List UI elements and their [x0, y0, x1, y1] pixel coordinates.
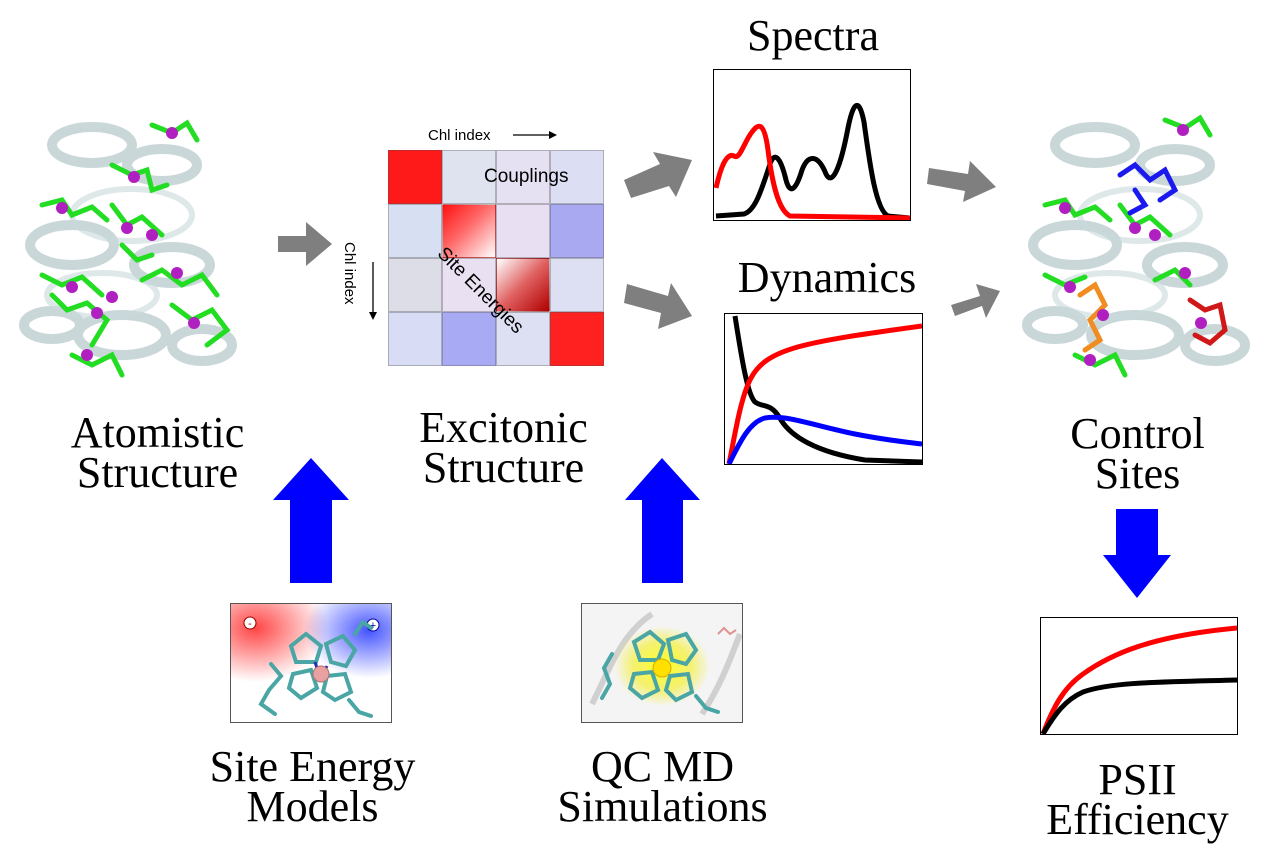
arrow-dynamics-to-control: [951, 284, 1000, 318]
arrow-excitonic-to-spectra: [624, 152, 692, 198]
matrix-cell: [550, 312, 604, 366]
arrow-atomistic-to-excitonic: [278, 222, 332, 266]
matrix-row-axis-text: Chl index: [341, 242, 358, 305]
psii-red-curve: [1041, 625, 1237, 734]
dynamics-blue-curve: [726, 414, 922, 464]
excitonic-line2: Structure: [422, 443, 585, 492]
matrix-row-axis-arrow: [369, 262, 377, 320]
arrow-spectra-to-control: [927, 161, 996, 202]
matrix-cell: [388, 204, 442, 258]
control-line1: Control: [1070, 409, 1205, 458]
matrix-cell: [442, 258, 496, 312]
psii-efficiency-label: PSII Efficiency: [1020, 755, 1255, 844]
matrix-cell: [442, 150, 496, 204]
matrix-cell: [388, 312, 442, 366]
matrix-cell: [550, 204, 604, 258]
dynamics-plot: [724, 313, 923, 465]
matrix-cell: [496, 204, 550, 258]
psii-line1: PSII: [1098, 755, 1177, 804]
psii-black-curve: [1041, 677, 1237, 734]
couplings-label: Couplings: [484, 166, 569, 188]
site-energy-line1: Site Energy: [209, 742, 416, 791]
spectra-plot: [713, 69, 911, 221]
site-energy-models-label: Site Energy Models: [180, 742, 445, 831]
dynamics-black-curve: [732, 315, 922, 464]
psii-efficiency-plot: [1040, 617, 1238, 735]
dynamics-title: Dynamics: [717, 252, 937, 303]
matrix-col-axis-label: Chl index: [428, 127, 491, 144]
spectra-title-text: Spectra: [747, 11, 879, 60]
control-sites-image: [1022, 114, 1250, 378]
matrix-cell: [388, 150, 442, 204]
atomistic-structure-image: [19, 119, 237, 378]
qcmd-simulations-image: [581, 603, 743, 723]
atomistic-line2: Structure: [76, 448, 239, 497]
qcmd-line1: QC MD: [590, 742, 735, 791]
psii-line2: Efficiency: [1046, 795, 1229, 844]
excitonic-structure-label: Excitonic Structure: [376, 403, 631, 492]
site-energy-line2: Models: [246, 782, 379, 831]
matrix-col-axis-text: Chl index: [428, 127, 491, 144]
matrix-cell: [496, 258, 550, 312]
control-sites-label: Control Sites: [1020, 409, 1255, 498]
atomistic-line1: Atomistic: [70, 408, 245, 457]
spectra-red-curve: [714, 123, 910, 220]
spectra-black-curve: [715, 103, 910, 220]
matrix-cell: [550, 150, 604, 204]
excitonic-matrix: [388, 150, 604, 366]
qcmd-line2: Simulations: [557, 782, 768, 831]
site-energy-models-image: - +: [230, 603, 392, 723]
dynamics-title-text: Dynamics: [737, 253, 917, 302]
matrix-cell: [550, 258, 604, 312]
couplings-text: Couplings: [484, 166, 569, 187]
excitonic-line1: Excitonic: [419, 403, 588, 452]
arrow-site-energy-up: [273, 458, 349, 583]
control-line2: Sites: [1094, 449, 1181, 498]
qcmd-simulations-label: QC MD Simulations: [530, 742, 795, 831]
matrix-row-axis-label: Chl index: [341, 242, 358, 305]
minus-sign: -: [248, 618, 252, 630]
matrix-cell: [442, 312, 496, 366]
atomistic-structure-label: Atomistic Structure: [30, 408, 285, 497]
arrow-excitonic-to-dynamics: [624, 283, 692, 329]
arrow-control-down: [1103, 509, 1171, 598]
spectra-title: Spectra: [713, 10, 913, 61]
matrix-cell: [388, 258, 442, 312]
dynamics-red-curve: [726, 323, 922, 464]
arrow-qcmd-up: [625, 458, 700, 583]
matrix-cell: [496, 312, 550, 366]
matrix-cell: [442, 204, 496, 258]
matrix-cell: [496, 150, 550, 204]
matrix-col-axis-arrow: [513, 131, 557, 139]
plus-sign: +: [370, 620, 376, 632]
